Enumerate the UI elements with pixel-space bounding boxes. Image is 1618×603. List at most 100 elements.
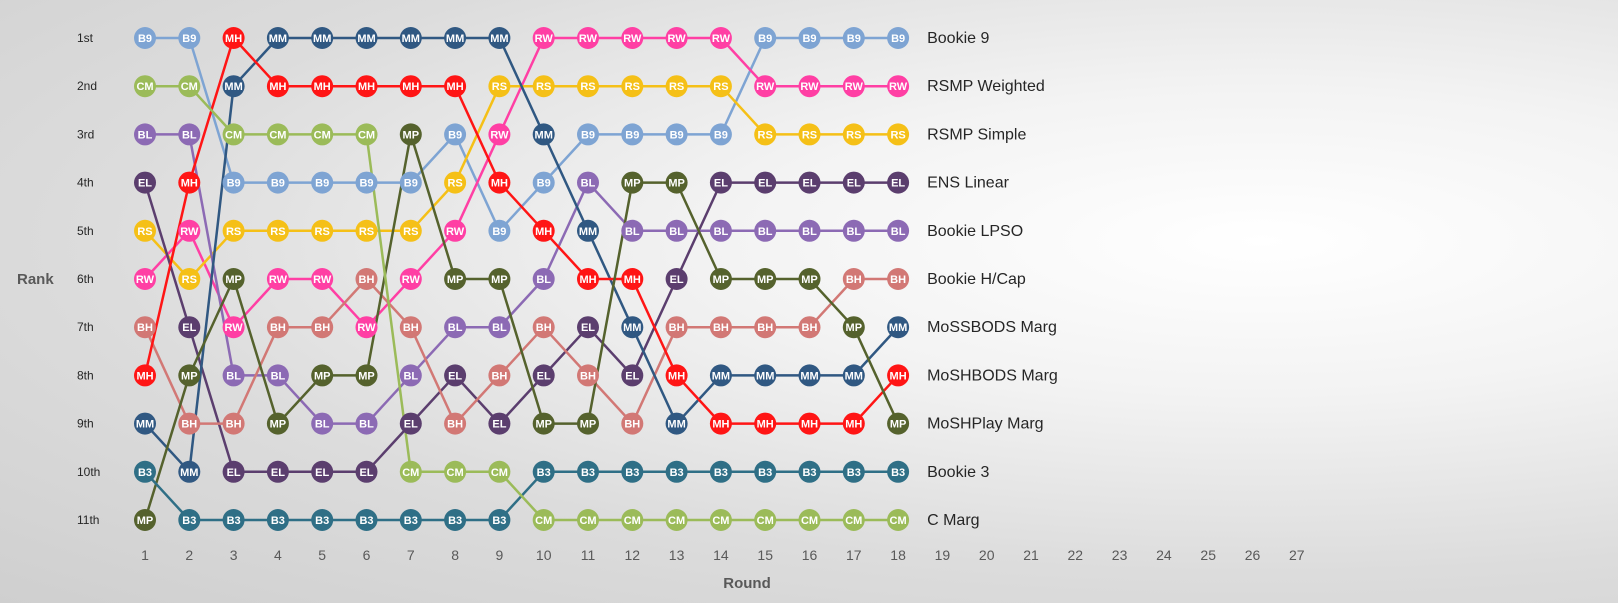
data-point [709,268,732,290]
series-name-label: Bookie 3 [927,464,989,481]
data-point-label: MM [667,419,685,431]
x-tick-label: 2 [185,547,193,563]
data-point-label: B3 [891,467,905,479]
data-point-label: RS [536,81,551,93]
x-tick-label: 7 [407,547,415,563]
data-point [311,171,334,194]
data-point [754,268,777,290]
data-point [222,460,245,483]
data-point [355,171,378,194]
x-tick-label: 1 [141,547,149,563]
data-point [266,219,289,242]
data-point-label: CM [801,515,818,527]
data-point-label: MH [181,178,198,190]
x-tick-label: 3 [230,547,238,563]
data-point [709,364,732,387]
data-point [355,219,378,242]
data-point [444,27,467,49]
data-point [887,123,910,146]
data-point [222,509,245,531]
data-point [798,412,821,435]
data-point [488,123,511,146]
data-point [709,412,732,435]
data-point-label: EL [182,322,196,334]
data-point [488,364,511,387]
data-point [134,123,156,146]
data-point-label: B9 [847,33,861,45]
data-point-label: BH [226,419,242,431]
series-name-label: MoSHPlay Marg [927,416,1043,433]
data-point [532,316,555,339]
data-point-label: EL [138,178,152,190]
data-point [266,171,289,194]
x-tick-label: 16 [802,547,818,563]
data-point-label: B9 [271,178,285,190]
data-point-label: B3 [404,515,418,527]
data-point-label: CM [269,129,286,141]
data-point-label: MM [446,33,464,45]
data-point-label: MM [845,370,863,382]
data-point-label: BH [846,274,862,286]
y-tick-label: 6th [77,272,94,286]
data-point-label: B9 [537,178,551,190]
data-point [444,75,467,98]
data-point-label: MM [800,370,818,382]
data-point-label: BH [447,419,463,431]
data-point-label: RW [357,322,376,334]
data-point [842,460,865,483]
data-point [266,75,289,98]
series-name-label: ENS Linear [927,175,1009,192]
data-point-label: MM [313,33,331,45]
data-point-label: CM [668,515,685,527]
data-point-label: B9 [802,33,816,45]
data-point-label: EL [537,370,551,382]
data-point [444,412,467,435]
data-point [488,27,511,49]
data-point [134,364,156,387]
data-point-label: RW [313,274,332,286]
data-point-label: B3 [271,515,285,527]
data-point [577,364,599,387]
data-point-label: B3 [537,467,551,479]
data-point-label: CM [491,467,508,479]
y-tick-label: 1st [77,31,94,45]
x-tick-label: 19 [935,547,951,563]
data-point [266,27,289,49]
data-point-label: RW [623,33,642,45]
data-point-label: BL [403,370,418,382]
data-point [577,123,599,146]
data-point-label: B9 [625,129,639,141]
data-point [887,219,910,242]
data-point-label: BH [491,370,507,382]
series-name-label: Bookie LPSO [927,223,1023,240]
data-point-label: MP [624,178,641,190]
data-point-label: RW [668,33,687,45]
data-point-label: MP [225,274,242,286]
data-point-label: MH [801,419,818,431]
data-point-label: BH [669,322,685,334]
data-point [709,509,732,531]
data-point-label: RW [490,129,509,141]
data-point [134,412,156,435]
data-point-label: EL [847,178,861,190]
x-tick-label: 15 [757,547,773,563]
data-point [222,316,245,339]
data-point [444,268,467,290]
data-point-label: CM [225,129,242,141]
y-tick-label: 7th [77,320,94,334]
data-point-label: B9 [581,129,595,141]
data-point-label: B9 [492,226,506,238]
data-point [488,219,511,242]
data-point-label: MH [845,419,862,431]
x-tick-label: 22 [1068,547,1084,563]
data-point [577,219,599,242]
data-point [754,412,777,435]
data-point-label: MM [180,467,198,479]
data-point [621,412,644,435]
data-point-label: B3 [138,467,152,479]
data-point-label: BH [270,322,286,334]
data-point-label: BL [271,370,286,382]
data-point-label: MM [224,81,242,93]
data-point [266,509,289,531]
data-point [621,316,644,339]
